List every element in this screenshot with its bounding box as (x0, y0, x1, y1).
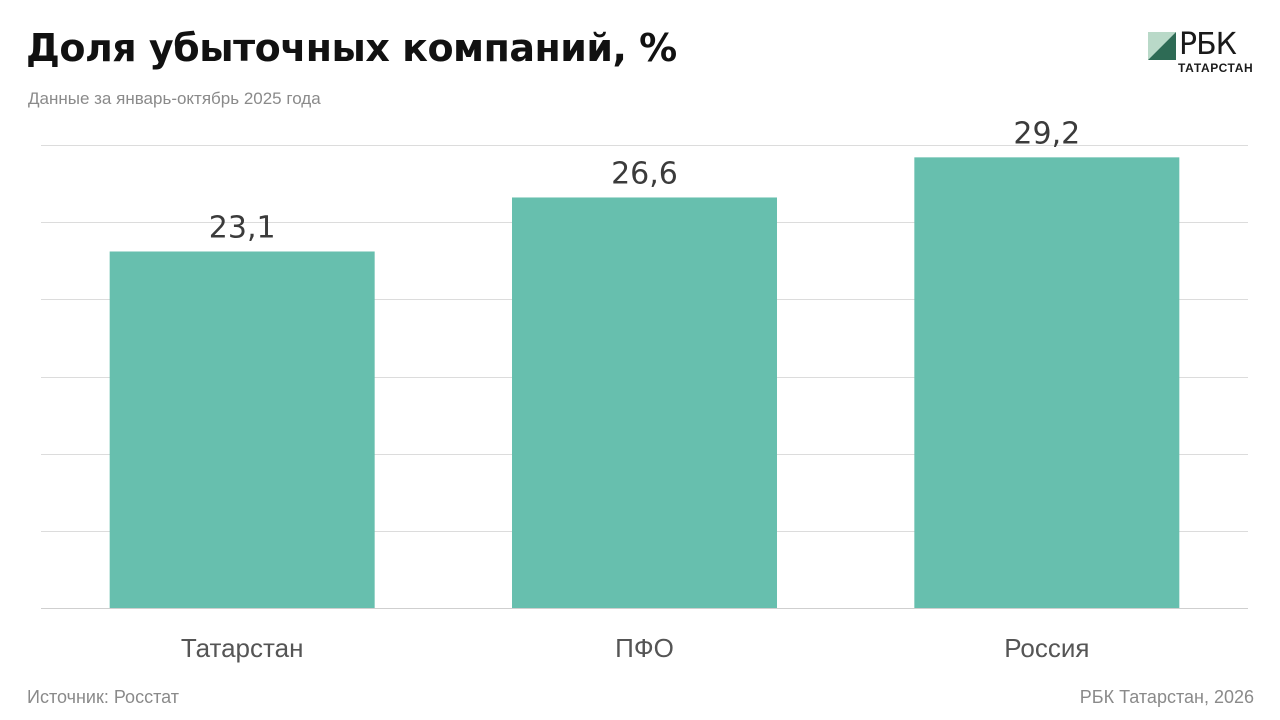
category-label: Россия (1004, 633, 1089, 663)
logo-subtitle: ТАТАРСТАН (1178, 61, 1254, 75)
value-label: 29,2 (1013, 116, 1080, 151)
bar-3 (914, 157, 1180, 608)
rbc-logo: РБК ТАТАРСТАН (1148, 27, 1258, 78)
credit-note: РБК Татарстан, 2026 (1079, 687, 1254, 707)
category-label: Татарстан (181, 633, 304, 663)
category-labels: Татарстан ПФО Россия (181, 633, 1090, 663)
value-labels: 23,1 26,6 29,2 (209, 116, 1080, 245)
bar-1 (109, 251, 375, 609)
chart-subtitle: Данные за январь-октябрь 2025 года (28, 89, 321, 108)
category-label: ПФО (615, 633, 674, 663)
logo-mark-icon (1148, 32, 1176, 60)
bars (109, 157, 1180, 609)
value-label: 26,6 (611, 156, 678, 191)
chart-title: Доля убыточных компаний, % (26, 26, 677, 70)
bar-2 (512, 197, 777, 608)
source-note: Источник: Росстат (27, 687, 179, 707)
logo-name: РБК (1179, 27, 1237, 62)
value-label: 23,1 (209, 210, 276, 245)
